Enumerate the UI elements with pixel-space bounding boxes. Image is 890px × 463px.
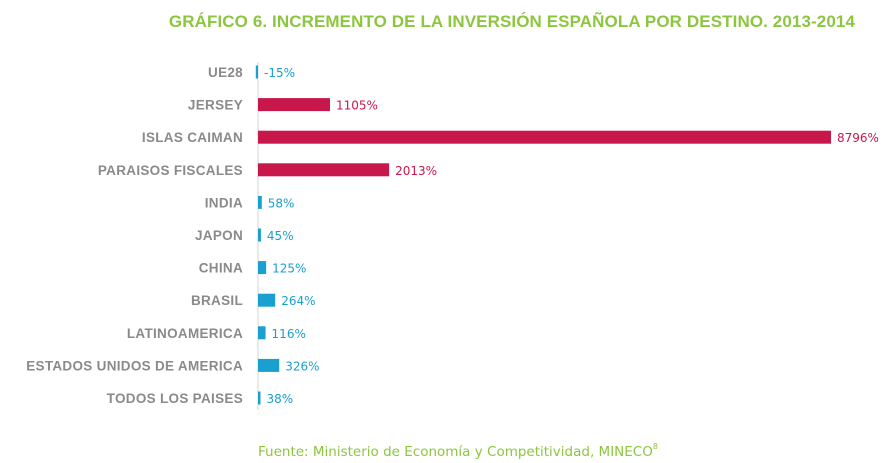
- category-label-ue28: UE28: [208, 65, 243, 80]
- category-label-china: CHINA: [199, 261, 243, 276]
- bars-layer: UE28 -15% JERSEY 1105% ISLAS CAIMAN 8796% PARA…: [26, 65, 879, 406]
- value-label-todos-los-paises: 38%: [266, 392, 293, 406]
- bar-japon: [258, 228, 261, 242]
- value-label-paraisos-fiscales: 2013%: [395, 164, 437, 178]
- value-label-islas-caiman: 8796%: [837, 131, 879, 145]
- value-label-japon: 45%: [267, 229, 294, 243]
- category-label-brasil: BRASIL: [191, 293, 243, 308]
- value-label-brasil: 264%: [281, 294, 315, 308]
- bar-jersey: [258, 98, 330, 112]
- category-label-japon: JAPON: [195, 228, 243, 243]
- category-label-paraisos-fiscales: PARAISOS FISCALES: [98, 163, 243, 178]
- value-label-india: 58%: [268, 196, 295, 210]
- bar-paraisos-fiscales: [258, 163, 390, 177]
- value-label-ue28: -15%: [264, 66, 295, 80]
- bar-todos-los-paises: [258, 391, 261, 405]
- source-text: Fuente: Ministerio de Economía y Competi…: [258, 444, 653, 460]
- category-label-islas-caiman: ISLAS CAIMAN: [142, 130, 243, 145]
- category-label-estados-unidos-de-america: ESTADOS UNIDOS DE AMERICA: [26, 358, 243, 373]
- value-label-jersey: 1105%: [336, 99, 378, 113]
- value-label-latinoamerica: 116%: [272, 327, 306, 341]
- bar-ue28: [255, 65, 258, 79]
- category-label-todos-los-paises: TODOS LOS PAISES: [107, 391, 243, 406]
- bar-islas-caiman: [258, 130, 831, 144]
- bar-estados-unidos-de-america: [258, 358, 280, 372]
- bar-india: [258, 195, 262, 209]
- bar-brasil: [258, 293, 276, 307]
- category-label-india: INDIA: [205, 195, 243, 210]
- category-label-jersey: JERSEY: [188, 98, 243, 113]
- chart-title: GRÁFICO 6. INCREMENTO DE LA INVERSIÓN ES…: [168, 12, 855, 31]
- bar-latinoamerica: [258, 326, 266, 340]
- value-label-estados-unidos-de-america: 326%: [285, 359, 319, 373]
- source-note: Fuente: Ministerio de Economía y Competi…: [258, 442, 658, 460]
- value-label-china: 125%: [272, 262, 306, 276]
- bar-china: [258, 261, 267, 275]
- source-footnote: 8: [652, 442, 658, 451]
- category-label-latinoamerica: LATINOAMERICA: [127, 326, 243, 341]
